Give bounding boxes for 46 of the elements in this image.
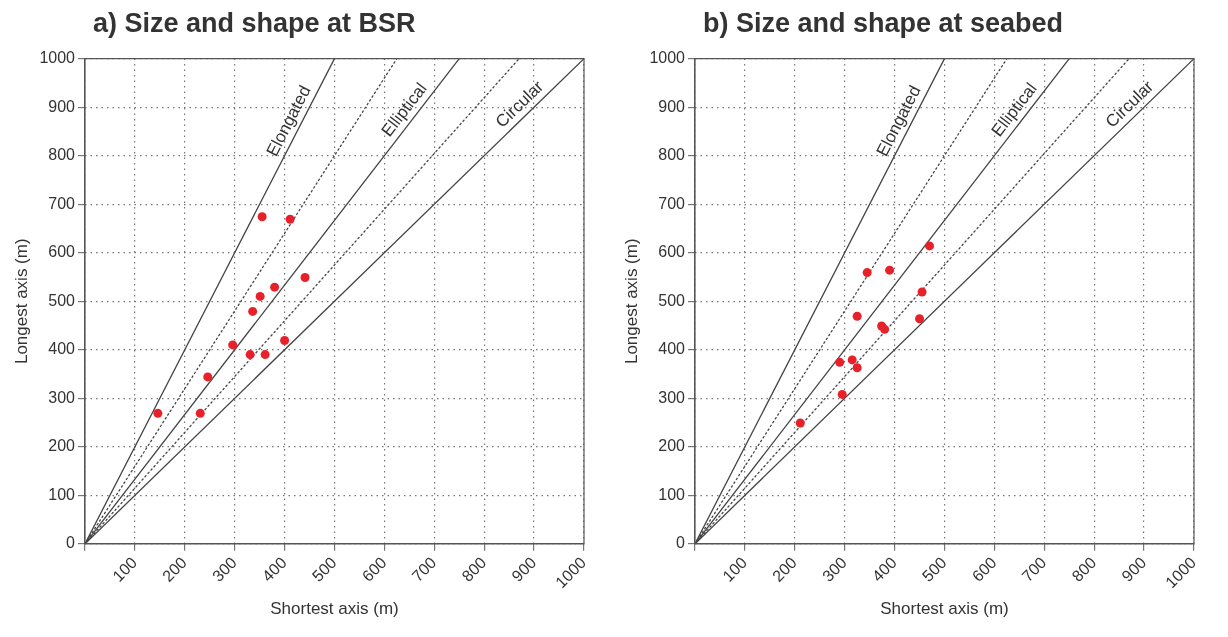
x-tick-label: 700 — [1018, 553, 1050, 585]
x-axis-title: Shortest axis (m) — [880, 599, 1009, 619]
x-tick-label: 100 — [109, 553, 141, 585]
y-axis-title: Longest axis (m) — [11, 238, 31, 365]
x-axis-title: Shortest axis (m) — [270, 599, 399, 619]
x-tick-label: 600 — [358, 553, 390, 585]
y-tick-label: 600 — [658, 243, 686, 261]
x-tick-label: 200 — [769, 553, 801, 585]
y-tick-label: 700 — [48, 194, 76, 212]
x-tick-label: 400 — [868, 553, 900, 585]
y-tick-label: 700 — [658, 194, 686, 212]
x-tick-label: 900 — [1118, 553, 1150, 585]
y-tick-label: 400 — [658, 340, 686, 358]
y-tick-label: 500 — [658, 291, 686, 309]
x-tick-label: 600 — [968, 553, 1000, 585]
x-tick-label: 800 — [458, 553, 490, 585]
y-tick-label: 900 — [658, 97, 686, 115]
chart-title: a) Size and shape at BSR — [92, 8, 417, 40]
y-tick-label: 900 — [48, 97, 76, 115]
y-tick-label: 300 — [658, 388, 686, 406]
y-tick-label: 1000 — [39, 49, 76, 67]
y-tick-label: 800 — [658, 146, 686, 164]
chart-title: b) Size and shape at seabed — [702, 8, 1065, 40]
x-tick-label: 700 — [408, 553, 440, 585]
x-tick-label: 300 — [819, 553, 850, 585]
y-tick-label: 100 — [48, 485, 76, 503]
y-tick-label: 200 — [48, 437, 76, 455]
x-tick-label: 200 — [159, 553, 191, 585]
y-tick-label: 1000 — [649, 49, 686, 67]
y-tick-label: 300 — [48, 388, 76, 406]
x-tick-label: 100 — [719, 553, 751, 585]
y-tick-label: 200 — [658, 437, 686, 455]
y-tick-label: 400 — [48, 340, 76, 358]
x-tick-label: 500 — [918, 553, 950, 585]
y-tick-label: 500 — [48, 291, 76, 309]
y-tick-label: 0 — [676, 534, 686, 552]
y-tick-label: 100 — [658, 485, 686, 503]
x-tick-label: 300 — [209, 553, 240, 585]
y-tick-label: 600 — [48, 243, 76, 261]
x-tick-label: 500 — [308, 553, 340, 585]
y-tick-label: 800 — [48, 146, 76, 164]
y-tick-label: 0 — [66, 534, 76, 552]
x-tick-label: 400 — [258, 553, 290, 585]
y-axis-title: Longest axis (m) — [621, 238, 641, 365]
x-tick-label: 900 — [508, 553, 540, 585]
x-tick-label: 800 — [1068, 553, 1100, 585]
